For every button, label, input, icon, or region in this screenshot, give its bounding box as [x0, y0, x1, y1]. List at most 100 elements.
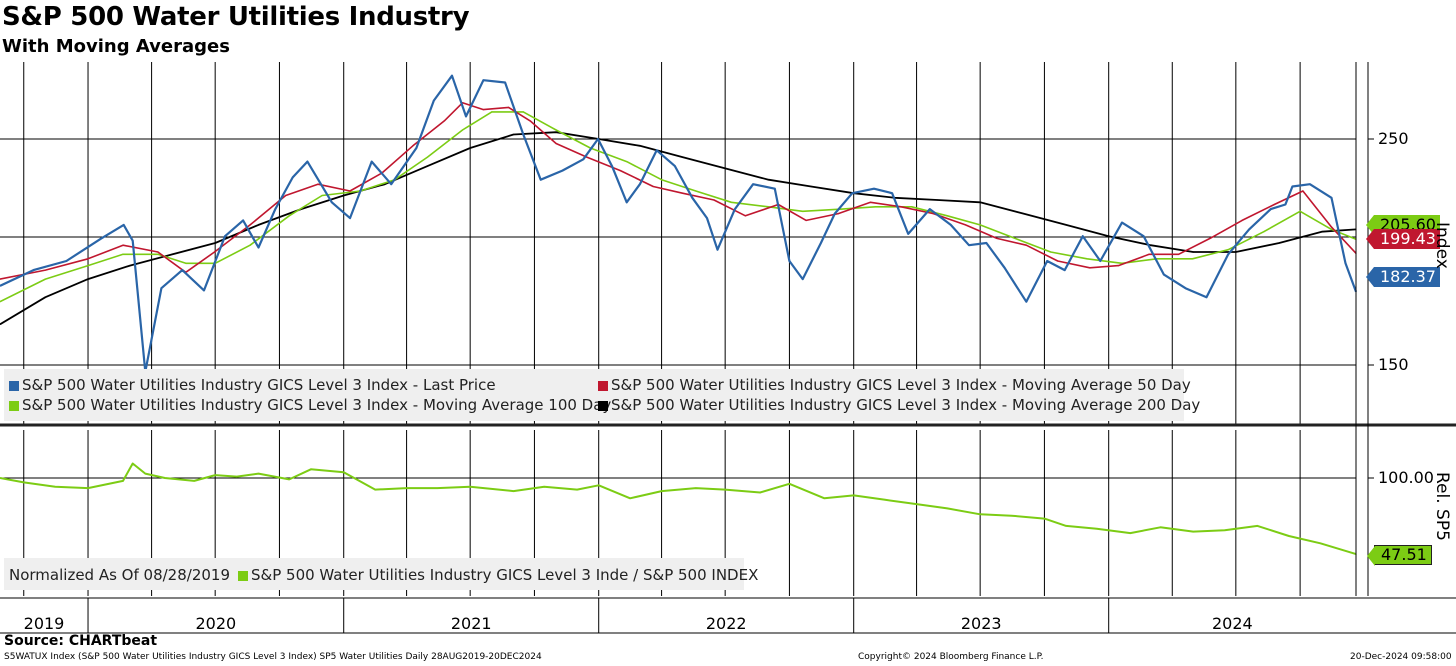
- badge-relative: 47.51: [1367, 545, 1432, 566]
- data-point: [1205, 296, 1208, 298]
- data-point: [132, 462, 134, 465]
- data-point: [1025, 244, 1027, 246]
- data-point: [214, 474, 216, 476]
- legend-swatch-ma100: [9, 401, 19, 411]
- data-point: [674, 165, 676, 167]
- data-point: [996, 237, 998, 239]
- data-point: [1330, 197, 1333, 199]
- data-point: [508, 106, 510, 108]
- data-point: [1004, 267, 1006, 269]
- data-point: [1065, 224, 1067, 226]
- data-point: [661, 490, 663, 492]
- data-point: [1108, 235, 1110, 237]
- lower-legend: Normalized As Of 08/28/2019 S&P 500 Wate…: [4, 558, 758, 590]
- data-point: [44, 269, 47, 271]
- data-point: [87, 278, 89, 280]
- data-point: [1089, 267, 1091, 269]
- data-point: [1248, 228, 1250, 230]
- legend-swatch-ma200: [598, 401, 608, 411]
- data-point: [406, 487, 408, 489]
- data-point: [576, 489, 578, 491]
- data-point: [652, 185, 654, 188]
- data-point: [1159, 526, 1161, 528]
- data-point: [144, 473, 146, 475]
- data-point: [744, 215, 747, 217]
- data-point: [788, 483, 791, 485]
- x-tick-label: 2020: [195, 614, 237, 633]
- data-point: [597, 138, 599, 140]
- data-point: [310, 468, 312, 470]
- data-point: [249, 244, 251, 246]
- data-point: [1191, 258, 1194, 260]
- y-tick-150: 150: [1378, 355, 1409, 374]
- data-point: [891, 192, 893, 194]
- data-point: [656, 149, 658, 151]
- data-point: [288, 215, 290, 217]
- data-point: [1344, 262, 1347, 264]
- x-tick-label: 2022: [705, 614, 747, 633]
- data-point: [374, 489, 376, 491]
- data-point: [968, 244, 970, 246]
- legend-ma200: S&P 500 Water Utilities Industry GICS Le…: [598, 396, 1200, 414]
- legend-label-ma50: S&P 500 Water Utilities Industry GICS Le…: [611, 376, 1191, 394]
- data-point: [285, 194, 287, 197]
- data-point: [512, 490, 515, 492]
- data-point: [343, 194, 345, 197]
- data-point: [1224, 529, 1226, 531]
- data-point: [1330, 226, 1333, 228]
- data-point: [1057, 260, 1059, 262]
- data-point: [916, 503, 918, 505]
- data-point: [482, 79, 484, 81]
- data-point: [236, 476, 238, 478]
- data-point: [911, 206, 913, 208]
- data-point: [132, 240, 134, 242]
- data-point: [482, 109, 484, 111]
- data-point: [123, 224, 125, 226]
- data-point: [929, 208, 931, 210]
- data-point: [681, 156, 684, 158]
- data-point: [555, 142, 557, 145]
- data-point: [540, 179, 542, 181]
- data-point: [639, 145, 641, 147]
- data-point: [1288, 535, 1290, 537]
- data-point: [639, 183, 641, 185]
- footer-copyright: Copyright© 2024 Bloomberg Finance L.P.: [858, 652, 1044, 662]
- source-note: Source: CHARTbeat: [4, 633, 158, 649]
- data-point: [412, 145, 414, 147]
- data-point: [257, 473, 260, 475]
- data-point: [1086, 258, 1088, 260]
- data-point: [23, 481, 25, 483]
- data-point: [390, 183, 392, 185]
- data-point: [384, 183, 386, 185]
- data-point: [837, 213, 839, 215]
- data-point: [950, 224, 952, 226]
- data-point: [433, 100, 435, 102]
- data-point: [306, 161, 308, 163]
- data-point: [1319, 542, 1321, 544]
- series-line: [0, 111, 1357, 303]
- data-point: [1025, 301, 1027, 303]
- data-point: [1065, 525, 1067, 527]
- data-point: [805, 219, 807, 221]
- data-point: [317, 183, 319, 185]
- data-point: [1129, 532, 1131, 534]
- data-point: [87, 258, 89, 260]
- data-point: [543, 486, 545, 488]
- data-point: [834, 213, 836, 215]
- data-point: [44, 296, 47, 298]
- data-point: [1241, 219, 1243, 221]
- data-point: [465, 115, 467, 117]
- data-point: [0, 323, 1, 325]
- data-point: [884, 499, 886, 501]
- series-line: [0, 462, 1357, 556]
- data-point: [451, 75, 453, 77]
- data-point: [1299, 210, 1301, 212]
- data-point: [1330, 228, 1333, 230]
- data-point: [44, 278, 47, 280]
- data-point: [512, 133, 515, 136]
- data-point: [1064, 269, 1066, 271]
- upper-grid: [0, 62, 1356, 424]
- data-point: [1043, 518, 1045, 520]
- data-point: [469, 147, 471, 149]
